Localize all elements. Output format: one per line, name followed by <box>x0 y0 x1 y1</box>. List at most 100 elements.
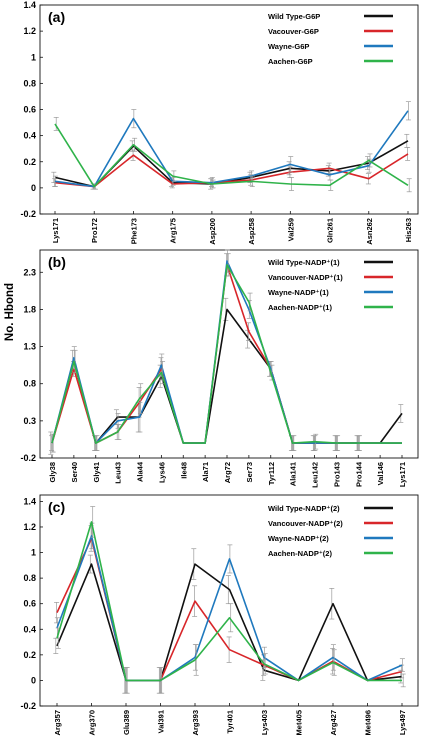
x-tick-label: Ala44 <box>136 461 145 482</box>
x-tick-label: Val146 <box>376 462 385 485</box>
x-tick-label: Gly41 <box>92 462 101 482</box>
y-axis-label: No. Hbond <box>4 283 16 341</box>
series-line <box>54 153 409 188</box>
series-line <box>51 264 402 444</box>
legend: Wild Type-NADP⁺(1) Vancouver-NADP⁺(1) Wayn… <box>268 258 393 312</box>
y-tick-label: -0.2 <box>20 701 36 711</box>
x-tick-label: Gln261 <box>326 218 335 243</box>
x-tick-label: Asp200 <box>208 218 217 245</box>
series-line <box>56 535 403 682</box>
legend-label: Vancouver-NADP⁺(2) <box>268 519 343 528</box>
x-tick-label: Asp258 <box>247 218 256 245</box>
legend-label: Aachen-NADP⁺(2) <box>268 549 332 558</box>
legend-label: Wild Type-NADP⁺(2) <box>268 504 340 513</box>
x-tick-label: Leu142 <box>311 462 320 488</box>
series-line <box>51 264 402 444</box>
x-tick-label: Gly38 <box>48 462 57 482</box>
x-tick-label: Ile48 <box>179 462 188 479</box>
legend-label: Aachen-G6P <box>268 57 313 66</box>
y-tick-label: 0.6 <box>23 599 36 609</box>
y-tick-label: 0.4 <box>23 131 36 141</box>
legend-label: Vacouver-G6P <box>268 27 319 36</box>
legend-label: Wayne-NADP⁺(2) <box>268 534 329 543</box>
plot-frame <box>39 494 419 707</box>
y-tick-label: 1.2 <box>23 26 36 36</box>
x-tick-label: Val391 <box>157 710 166 733</box>
series-line <box>56 563 403 682</box>
legend: Wild Type-G6P Vacouver-G6P Wayne-G6P Aachen… <box>268 12 393 66</box>
x-tick-label: Lys403 <box>260 710 269 735</box>
x-tick-label: Ala71 <box>201 462 210 482</box>
x-tick-label: Pro143 <box>332 462 341 487</box>
series-line <box>56 521 402 682</box>
series-line <box>54 110 409 188</box>
y-tick-label: 1.4 <box>23 496 36 506</box>
x-tick-label: His263 <box>404 218 413 242</box>
x-tick-label: Lys497 <box>398 710 407 735</box>
y-tick-label: 0.8 <box>23 573 36 583</box>
series-4 <box>50 253 402 453</box>
y-tick-label: -0.2 <box>20 453 36 463</box>
x-tick-label: Asn262 <box>365 218 374 245</box>
x-tick-label: Tyr401 <box>226 710 235 734</box>
x-tick-label: Arg357 <box>53 710 62 735</box>
series-3 <box>49 249 402 453</box>
x-tick-label: Ala141 <box>289 462 298 486</box>
x-tick-label: Lys171 <box>51 218 60 243</box>
legend-label: Aachen-NADP⁺(1) <box>268 303 332 312</box>
panel-title: (c) <box>48 499 65 515</box>
y-tick-label: 1.3 <box>23 342 36 352</box>
y-tick-label: 0.8 <box>23 379 36 389</box>
series-3 <box>54 522 405 694</box>
x-tick-label: Arg370 <box>88 710 97 735</box>
y-tick-label: 1 <box>31 52 36 62</box>
x-tick-label: Met496 <box>364 710 373 735</box>
y-tick-label: 0.8 <box>23 78 36 88</box>
series-1 <box>48 297 404 455</box>
legend: Wild Type-NADP⁺(2) Vancouver-NADP⁺(2) Wayn… <box>268 504 393 558</box>
panel-title: (b) <box>48 254 66 270</box>
y-tick-label: 2.3 <box>23 267 36 277</box>
y-tick-label: 1.2 <box>23 522 36 532</box>
y-tick-label: 0.6 <box>23 105 36 115</box>
x-tick-label: Lys46 <box>157 462 166 483</box>
x-tick-label: Arg393 <box>191 710 200 735</box>
x-tick-label: Phe173 <box>129 218 138 244</box>
y-tick-label: 0 <box>31 675 36 685</box>
y-tick-label: 0.4 <box>23 624 36 634</box>
x-tick-label: Ser40 <box>70 462 79 482</box>
x-tick-label: Arg175 <box>169 218 178 243</box>
y-tick-label: 0.2 <box>23 650 36 660</box>
x-tick-label: Val259 <box>286 218 295 241</box>
legend-label: Wayne-G6P <box>268 42 309 51</box>
x-tick-label: Lys171 <box>398 462 407 487</box>
y-tick-label: 1.8 <box>23 304 36 314</box>
x-tick-label: Ser73 <box>245 462 254 482</box>
plot-frame <box>39 249 419 459</box>
legend-label: Vancouver-NADP⁺(1) <box>268 273 343 282</box>
x-tick-label: Pro172 <box>90 218 99 243</box>
x-tick-label: Glu389 <box>122 710 131 735</box>
panel-title: (a) <box>48 9 65 25</box>
y-tick-label: 1 <box>31 548 36 558</box>
y-tick-label: 0.3 <box>23 416 36 426</box>
series-4 <box>55 506 406 694</box>
legend-label: Wild Type-NADP⁺(1) <box>268 258 340 267</box>
y-tick-label: -0.2 <box>20 209 36 219</box>
series-4 <box>53 116 412 193</box>
legend-label: Wayne-NADP⁺(1) <box>268 288 329 297</box>
series-2 <box>54 525 405 694</box>
x-tick-label: Leu43 <box>114 462 123 484</box>
series-3 <box>52 101 411 190</box>
y-tick-label: 0 <box>31 183 36 193</box>
legend-label: Wild Type-G6P <box>268 12 320 21</box>
x-tick-label: Arg427 <box>329 710 338 735</box>
x-tick-label: Pro144 <box>354 461 363 487</box>
chart-panel-2: -0.2 0.3 0.8 1.3 1.8 2.3 Gly38 Ser40 Gly41 Leu43 A… <box>20 249 419 488</box>
chart-panel-1: -0.2 0 0.2 0.4 0.6 0.8 1 1.2 1.4 Lys171 Pro172 Phe1… <box>20 0 419 245</box>
x-tick-label: Arg72 <box>223 462 232 483</box>
series-line <box>51 308 403 444</box>
chart-panel-3: -0.2 0 0.2 0.4 0.6 0.8 1 1.2 1.4 Arg357 Arg370 Glu3… <box>20 494 419 735</box>
series-line <box>51 260 402 444</box>
